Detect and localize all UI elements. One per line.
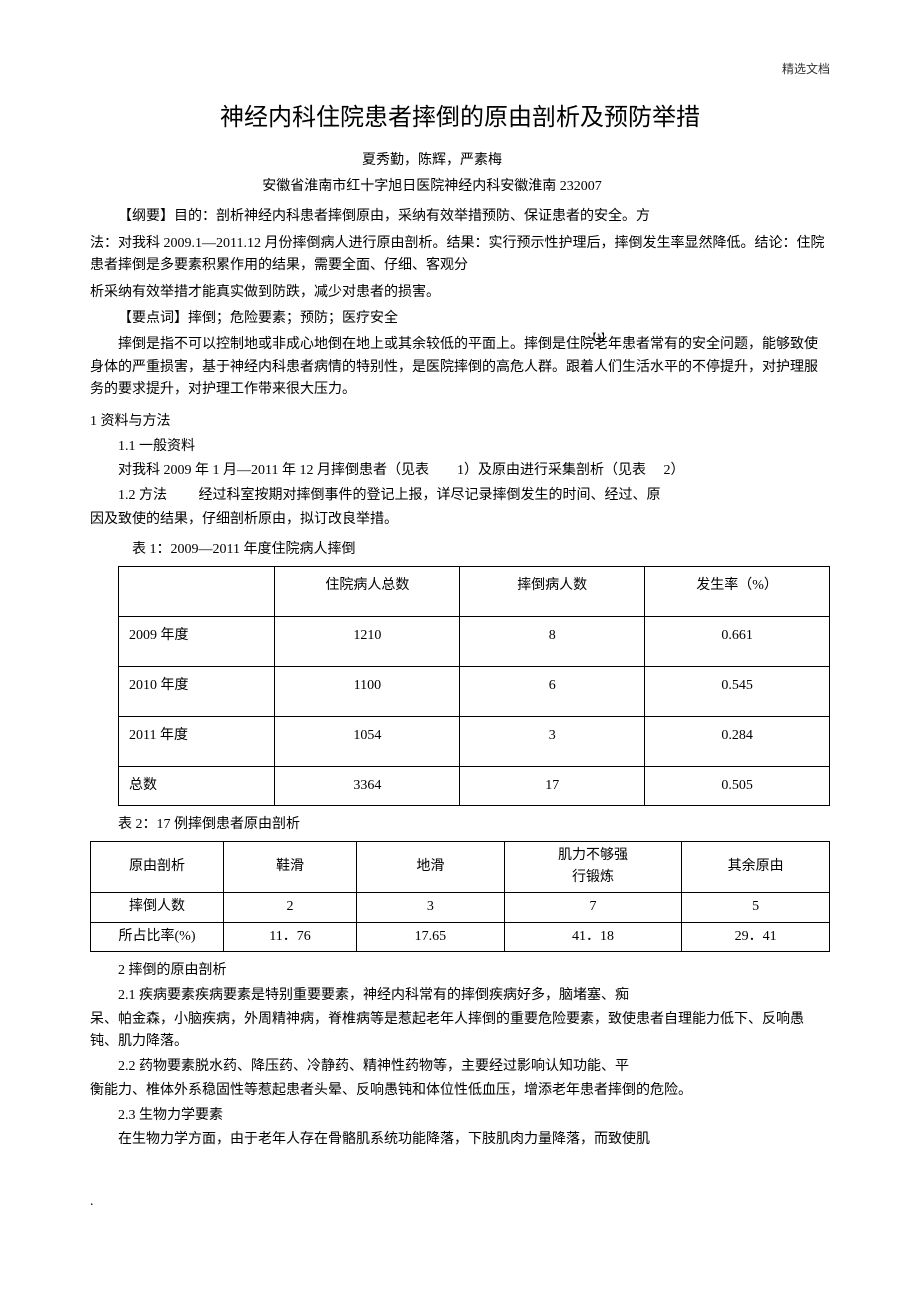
- authors: 夏秀勤，陈辉，严素梅: [90, 150, 830, 172]
- table1-caption: 表 1：2009—2011 年度住院病人摔倒: [132, 539, 830, 561]
- table2-header-3-sub: 行锻炼: [572, 870, 614, 885]
- table-row: 2009 年度 1210 8 0.661: [119, 616, 830, 666]
- abstract-line3: 析采纳有效举措才能真实做到防跌，减少对患者的损害。: [90, 282, 830, 304]
- table2-cell: 所占比率(%): [91, 922, 224, 951]
- table1-cell: 2011 年度: [119, 716, 275, 766]
- table1-cell: 1100: [275, 666, 460, 716]
- table1-cell: 8: [460, 616, 645, 666]
- table2-cell: 5: [682, 893, 830, 922]
- table2-cell: 7: [504, 893, 681, 922]
- table1-cell: 0.661: [645, 616, 830, 666]
- table1-header-3: 发生率（%）: [645, 566, 830, 616]
- intro-paragraph: 摔倒是指不可以控制地或非成心地倒在地上或其余较低的平面上。摔倒是住院老年患者常有…: [90, 334, 830, 401]
- section-1-1-heading: 1.1 一般资料: [118, 436, 830, 458]
- section-2-3-text: 在生物力学方面，由于老年人存在骨骼肌系统功能降落，下肢肌肉力量降落，而致使肌: [90, 1129, 830, 1151]
- table-row: 2010 年度 1100 6 0.545: [119, 666, 830, 716]
- section-2-1-cont: 呆、帕金森，小脑疾病，外周精神病，脊椎病等是惹起老年人摔倒的重要危险要素，致使患…: [90, 1009, 830, 1054]
- section-2-1-label: 2.1 疾病要素: [118, 988, 195, 1003]
- table2: 原由剖析 鞋滑 地滑 肌力不够强 行锻炼 其余原由 摔倒人数 2 3 7 5 所…: [90, 841, 830, 953]
- table2-cell: 11．76: [224, 922, 357, 951]
- keywords: 【要点词】摔倒；危险要素；预防；医疗安全: [90, 308, 830, 330]
- table-row: 总数 3364 17 0.505: [119, 766, 830, 805]
- table1-header-0: [119, 566, 275, 616]
- table2-cell: 3: [357, 893, 505, 922]
- table-row: 所占比率(%) 11．76 17.65 41．18 29．41: [91, 922, 830, 951]
- table1-cell: 3: [460, 716, 645, 766]
- table1-header-1: 住院病人总数: [275, 566, 460, 616]
- section-2-2-text: 脱水药、降压药、冷静药、精神性药物等，主要经过影响认知功能、平: [195, 1059, 629, 1074]
- abstract-line2: 法：对我科 2009.1—2011.12 月份摔倒病人进行原由剖析。结果：实行预…: [90, 233, 830, 278]
- section-1-2: 1.2 方法 经过科室按期对摔倒事件的登记上报，详尽记录摔倒发生的时间、经过、原: [90, 485, 830, 507]
- table1-header-2: 摔倒病人数: [460, 566, 645, 616]
- table2-cell: 2: [224, 893, 357, 922]
- section-1-1-text: 对我科 2009 年 1 月—2011 年 12 月摔倒患者（见表 1）及原由进…: [90, 460, 830, 482]
- table2-header-0: 原由剖析: [91, 841, 224, 893]
- keywords-text: 摔倒；危险要素；预防；医疗安全: [188, 311, 398, 326]
- abstract-text1: 目的：剖析神经内科患者摔倒原由，采纳有效举措预防、保证患者的安全。方: [174, 209, 650, 224]
- section-2-3-heading: 2.3 生物力学要素: [90, 1105, 830, 1127]
- table2-header-3-text: 肌力不够强: [558, 848, 628, 863]
- table1-cell: 0.505: [645, 766, 830, 805]
- table-row: 摔倒人数 2 3 7 5: [91, 893, 830, 922]
- document-title: 神经内科住院患者摔倒的原由剖析及预防举措: [90, 99, 830, 137]
- table1-cell: 6: [460, 666, 645, 716]
- table2-cell: 17.65: [357, 922, 505, 951]
- section-1-2-text: 经过科室按期对摔倒事件的登记上报，详尽记录摔倒发生的时间、经过、原: [167, 488, 661, 503]
- table1-cell: 2009 年度: [119, 616, 275, 666]
- reference-marker: 【1】: [587, 330, 610, 344]
- header-right-text: 精选文档: [90, 60, 830, 79]
- section-2-2-cont: 衡能力、椎体外系稳固性等惹起患者头晕、反响愚钝和体位性低血压，增添老年患者摔倒的…: [90, 1080, 830, 1102]
- section-1-heading: 1 资料与方法: [90, 411, 830, 433]
- footer-dot: .: [90, 1191, 830, 1213]
- affiliation: 安徽省淮南市红十字旭日医院神经内科安徽淮南 232007: [90, 176, 830, 198]
- table2-cell: 摔倒人数: [91, 893, 224, 922]
- table1-cell: 0.545: [645, 666, 830, 716]
- section-2-heading: 2 摔倒的原由剖析: [90, 960, 830, 982]
- table1-cell: 1054: [275, 716, 460, 766]
- table2-header-row: 原由剖析 鞋滑 地滑 肌力不够强 行锻炼 其余原由: [91, 841, 830, 893]
- table2-cell: 41．18: [504, 922, 681, 951]
- table1-cell: 3364: [275, 766, 460, 805]
- section-2-2-label: 2.2 药物要素: [118, 1059, 195, 1074]
- table2-header-4: 其余原由: [682, 841, 830, 893]
- table1: 住院病人总数 摔倒病人数 发生率（%） 2009 年度 1210 8 0.661…: [118, 566, 830, 806]
- section-2-1-text: 疾病要素是特别重要要素，神经内科常有的摔倒疾病好多，脑堵塞、痴: [195, 988, 629, 1003]
- table-row: 2011 年度 1054 3 0.284: [119, 716, 830, 766]
- table2-header-2: 地滑: [357, 841, 505, 893]
- section-1-2-label: 1.2 方法: [118, 488, 167, 503]
- section-1-2-cont: 因及致使的结果，仔细剖析原由，拟订改良举措。: [90, 509, 830, 531]
- abstract-line1: 【纲要】目的：剖析神经内科患者摔倒原由，采纳有效举措预防、保证患者的安全。方: [90, 206, 830, 228]
- table2-header-1: 鞋滑: [224, 841, 357, 893]
- table1-cell: 0.284: [645, 716, 830, 766]
- table2-header-3: 肌力不够强 行锻炼: [504, 841, 681, 893]
- table1-header-row: 住院病人总数 摔倒病人数 发生率（%）: [119, 566, 830, 616]
- table2-caption: 表 2：17 例摔倒患者原由剖析: [118, 814, 830, 836]
- table1-cell: 2010 年度: [119, 666, 275, 716]
- abstract-label: 【纲要】: [118, 209, 174, 224]
- section-2-2: 2.2 药物要素脱水药、降压药、冷静药、精神性药物等，主要经过影响认知功能、平: [90, 1056, 830, 1078]
- section-2-1: 2.1 疾病要素疾病要素是特别重要要素，神经内科常有的摔倒疾病好多，脑堵塞、痴: [90, 985, 830, 1007]
- table1-cell: 1210: [275, 616, 460, 666]
- table2-cell: 29．41: [682, 922, 830, 951]
- table1-cell: 17: [460, 766, 645, 805]
- keywords-label: 【要点词】: [118, 311, 188, 326]
- table1-cell: 总数: [119, 766, 275, 805]
